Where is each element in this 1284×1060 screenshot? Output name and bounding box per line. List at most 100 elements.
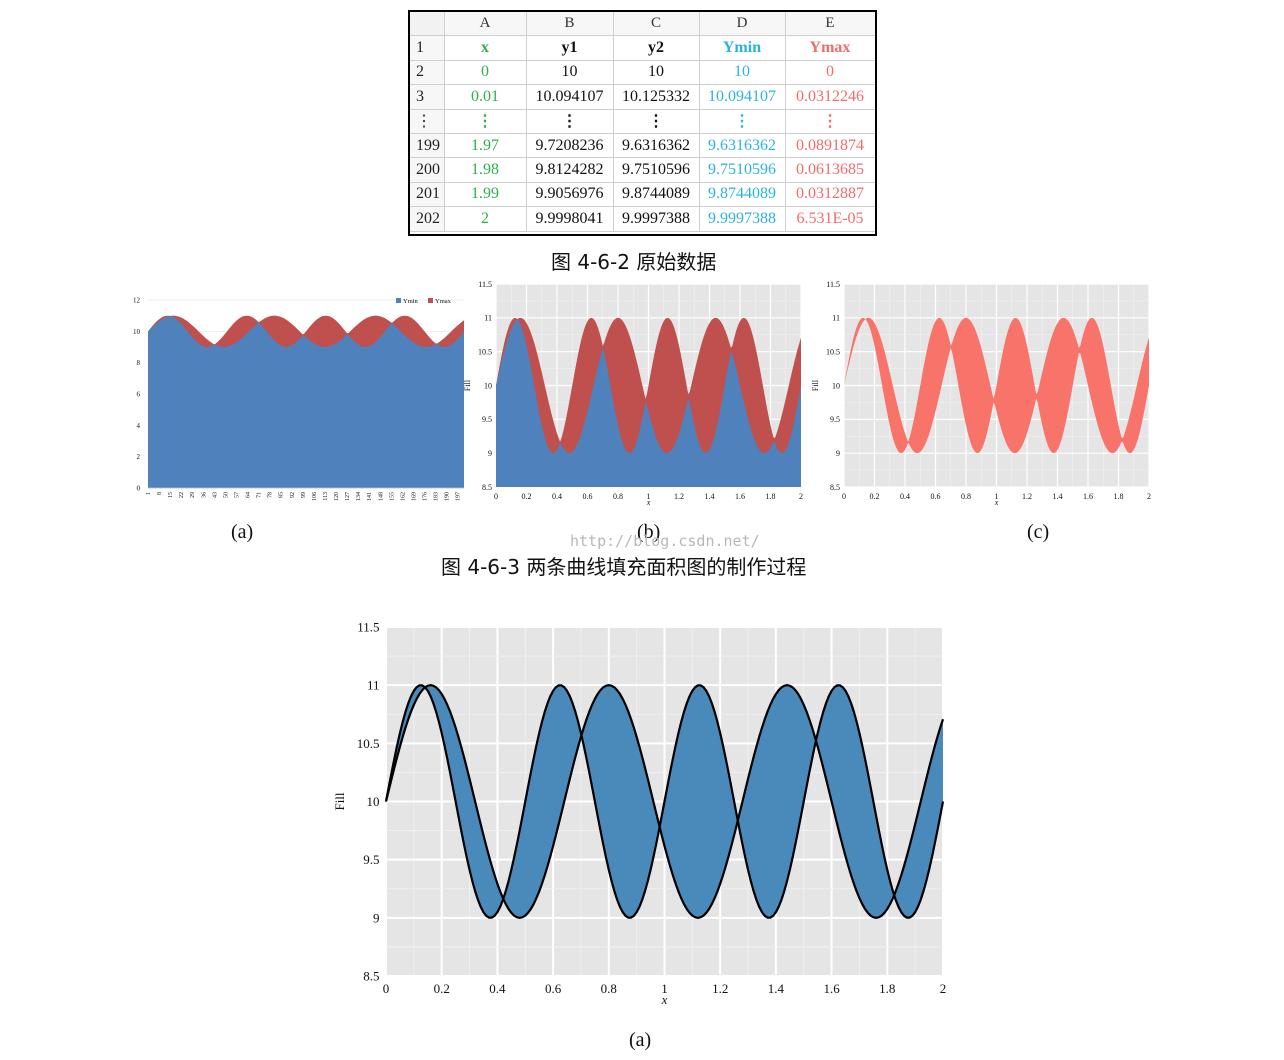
x-tick-label: 36 (201, 492, 207, 498)
sublabel-big: (a) (629, 1029, 652, 1051)
x-tick-label: 92 (290, 492, 296, 498)
curve-y1-line (384, 684, 945, 919)
sheet-col-header: E (784, 12, 875, 37)
table-row: 2 0 10 10 10 0 (410, 59, 875, 86)
sheet-cell: 10.094107 (525, 84, 614, 110)
sheet-row-number: 200 (410, 157, 445, 183)
x-tick-label: 0.4 (552, 492, 562, 501)
y-tick-label: 4 (137, 422, 141, 430)
legend-swatch-ymin (396, 298, 401, 303)
sheet-cell: 9.9998041 (525, 206, 614, 232)
x-tick-label: 15 (168, 492, 174, 498)
sheet-cell: 0 (443, 59, 527, 86)
sheet-row-number: 1 (410, 35, 445, 61)
y-tick-label: 6 (137, 391, 141, 399)
sheet-cell: 9.8744089 (612, 181, 700, 208)
x-tick-label: 71 (257, 492, 263, 498)
sheet-cell: 0.01 (443, 84, 527, 110)
x-tick-label: 1.4 (705, 492, 715, 501)
chart-b-overlaid-area: 0 0.2 0.4 0.6 0.8 1 1.2 1.4 1.6 1.8 2 8.5 9 9.5 10 10.5… (463, 280, 803, 507)
sheet-cell: ⋮ (698, 108, 786, 134)
sheet-cell: 10 (612, 59, 700, 86)
x-tick-label: 148 (378, 492, 384, 501)
sheet-row-number: 3 (410, 84, 445, 110)
x-tick-label: 0 (383, 981, 390, 996)
x-tick-label: 0.8 (613, 492, 623, 501)
y-tick-label: 10 (133, 328, 141, 336)
x-tick-label: 0.6 (583, 492, 593, 501)
sheet-cell: 0.0613685 (784, 157, 875, 183)
sheet-cell: x (443, 35, 527, 61)
table-row: 199 1.97 9.7208236 9.6316362 9.6316362 0.0891… (410, 132, 875, 159)
legend-label-ymax: Ymax (435, 298, 452, 305)
y-tick-label: 8.5 (482, 483, 492, 492)
chart-c-fill-area: 0 0.2 0.4 0.6 0.8 1 1.2 1.4 1.6 1.8 2 8.5 9 9.5 10 10.5… (812, 280, 1151, 507)
y-tick-label: 10 (484, 381, 492, 390)
watermark-text: http://blog.csdn.net/ (570, 532, 760, 550)
x-tick-label: 1.4 (768, 981, 785, 996)
x-tick-label: 1 (661, 981, 668, 996)
sheet-cell: 2 (443, 206, 527, 232)
x-tick-label: 1 (995, 492, 999, 501)
sheet-cell: 10 (698, 59, 786, 86)
y-axis-label: Fill (812, 379, 820, 391)
x-tick-label: 0.2 (434, 981, 450, 996)
legend-swatch-ymax (428, 298, 433, 303)
x-axis-label: x (994, 498, 999, 507)
x-tick-label: 0.8 (601, 981, 617, 996)
x-tick-label: 1.6 (1083, 492, 1093, 501)
x-tick-label: 2 (1147, 492, 1151, 501)
x-tick-label: 85 (279, 492, 285, 498)
sublabel-a: (a) (231, 521, 254, 543)
x-tick-label: 1.6 (823, 981, 840, 996)
y-tick-label: 9 (836, 449, 840, 458)
sublabel-b: (b) (637, 521, 661, 543)
x-tick-label: 141 (367, 492, 373, 501)
x-tick-label: 2 (940, 981, 947, 996)
x-tick-label: 43 (212, 492, 218, 498)
sheet-cell: 0.0312887 (784, 181, 875, 208)
y-tick-label: 11 (832, 314, 840, 323)
x-tick-label: 190 (445, 492, 451, 501)
legend-label-ymin: Ymin (403, 298, 419, 305)
y-tick-label: 10 (832, 381, 840, 390)
x-tick-label: 162 (400, 492, 406, 501)
sheet-cell: 1.99 (443, 181, 527, 208)
sheet-col-header: C (612, 12, 700, 37)
x-tick-label: 0.6 (545, 981, 562, 996)
y-tick-label: 10.5 (357, 736, 380, 751)
fill-between-area (844, 317, 1149, 454)
y-tick-label: 11.5 (826, 280, 840, 289)
sheet-col-header: B (525, 12, 614, 37)
chart-a-stacked-area: 0 2 4 6 8 10 12 1 8 15 22 29 36 43 50 57 64 71 78 85 92 99 106… (133, 297, 464, 501)
sheet-cell: ⋮ (525, 108, 614, 134)
sheet-cell: 9.9056976 (525, 181, 614, 208)
data-table-image: A B C D E 1 x y1 y2 Ymin Ymax 2 0 10 10 10 0 3 0.01 10.0941… (408, 10, 877, 236)
sheet-row-number: 199 (410, 132, 445, 159)
sheet-cell: 10 (525, 59, 614, 86)
fill-between-area (386, 685, 943, 918)
x-tick-label: 169 (411, 492, 417, 501)
y-tick-label: 2 (137, 453, 141, 461)
table-row: ⋮ ⋮ ⋮ ⋮ ⋮ ⋮ (410, 108, 875, 134)
sheet-cell: 9.8744089 (698, 181, 786, 208)
x-tick-label: 1.8 (1114, 492, 1124, 501)
y-tick-label: 9 (373, 910, 380, 925)
sheet-cell: ⋮ (612, 108, 700, 134)
sheet-cell: 9.7208236 (525, 132, 614, 159)
x-tick-label: 8 (157, 492, 163, 495)
sheet-col-header: A (443, 12, 527, 37)
data-sheet: A B C D E 1 x y1 y2 Ymin Ymax 2 0 10 10 10 0 3 0.01 10.0941… (410, 12, 875, 232)
x-tick-label: 29 (190, 492, 196, 498)
figure-caption-4-6-2: 图 4-6-2 原始数据 (551, 250, 717, 274)
x-tick-label: 120 (334, 492, 340, 501)
sheet-cell: 10.125332 (612, 84, 700, 110)
curve-y2-line (384, 684, 945, 919)
x-tick-label: 0.4 (900, 492, 910, 501)
table-row: 200 1.98 9.8124282 9.7510596 9.7510596 0.0613… (410, 157, 875, 183)
x-axis-label: x (646, 498, 651, 507)
table-row: 3 0.01 10.094107 10.125332 10.094107 0.031224… (410, 84, 875, 110)
sheet-cell: 9.7510596 (698, 157, 786, 183)
x-tick-label: 0.2 (522, 492, 532, 501)
x-axis-label: x (661, 992, 668, 1007)
